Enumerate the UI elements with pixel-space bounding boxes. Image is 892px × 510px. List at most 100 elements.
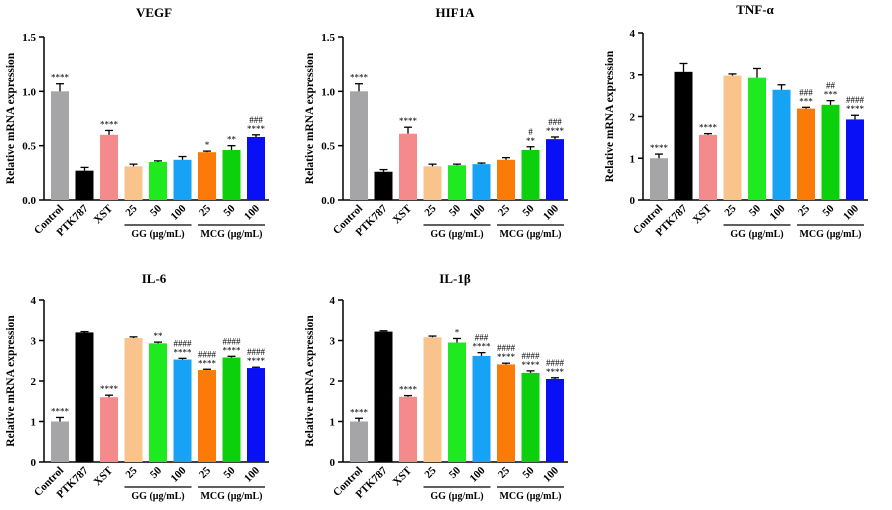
y-tick-label: 3 — [630, 70, 636, 82]
x-tick-label: 25 — [123, 202, 140, 219]
y-tick-label: 1.5 — [321, 32, 335, 44]
y-tick-label: 0.5 — [321, 141, 335, 153]
x-tick-label: XST — [91, 464, 115, 488]
bar-50 — [149, 343, 167, 462]
significance-label: **** — [100, 384, 119, 394]
x-tick-label: 25 — [422, 464, 439, 481]
x-tick-label: XST — [91, 202, 115, 226]
significance-label: ** — [154, 331, 164, 341]
significance-label: ## — [826, 81, 836, 91]
chart-panel-1: VEGF Relative mRNA expression 0.0 0.5 1.0 1.5… — [5, 5, 269, 240]
y-tick-label: 0 — [330, 457, 336, 469]
significance-label: **** — [699, 123, 718, 133]
significance-label: #### — [223, 336, 242, 346]
x-tick-label: 25 — [197, 464, 214, 481]
bar-50 — [222, 357, 241, 462]
bar-100 — [173, 159, 192, 200]
chart-title: TNF-α — [736, 2, 774, 17]
bar-25 — [198, 152, 216, 200]
bar-25 — [423, 166, 442, 200]
y-tick-label: 1 — [330, 417, 336, 429]
significance-label: #### — [174, 338, 193, 348]
chart-title: IL-1β — [439, 271, 471, 286]
y-tick-label: 4 — [31, 295, 37, 307]
bar-control — [51, 421, 69, 462]
bar-ptk787 — [674, 71, 693, 200]
significance-label: ### — [799, 87, 813, 97]
chart-title: HIF1A — [436, 5, 476, 20]
significance-label: #### — [198, 349, 217, 359]
x-tick-label: 100 — [467, 464, 488, 485]
bar-50 — [222, 150, 241, 200]
significance-label: **** — [51, 73, 70, 83]
y-axis-label: Relative mRNA expression — [604, 50, 616, 182]
significance-label: #### — [522, 351, 541, 361]
bar-xst — [699, 134, 717, 200]
x-tick-label: 50 — [447, 202, 464, 219]
significance-label: **** — [399, 116, 418, 126]
significance-label: **** — [497, 352, 516, 362]
bar-100 — [546, 378, 564, 462]
bar-100 — [173, 359, 192, 462]
chart-title: VEGF — [136, 5, 172, 20]
bar-50 — [521, 372, 540, 462]
bar-50 — [149, 161, 167, 200]
bar-25 — [124, 338, 143, 462]
significance-label: * — [455, 327, 460, 337]
bar-50 — [448, 165, 466, 200]
group-label: MCG (μg/mL) — [799, 229, 861, 240]
significance-label: **** — [399, 385, 418, 395]
x-tick-label: XST — [390, 464, 414, 488]
significance-label: ** — [526, 136, 536, 146]
x-tick-label: XST — [390, 202, 414, 226]
bar-25 — [198, 370, 216, 462]
x-tick-label: 100 — [541, 202, 562, 223]
bar-100 — [247, 368, 265, 462]
x-tick-label: 25 — [496, 464, 513, 481]
significance-label: **** — [546, 367, 565, 377]
significance-label: **** — [350, 407, 369, 417]
significance-label: **** — [223, 345, 242, 355]
y-tick-label: 0.5 — [22, 141, 36, 153]
significance-label: * — [205, 140, 210, 150]
significance-label: **** — [247, 124, 266, 134]
x-tick-label: 100 — [242, 202, 263, 223]
x-tick-label: 100 — [541, 464, 562, 485]
chart-panel-2: HIF1A Relative mRNA expression 0.0 0.5 1.0 1.… — [304, 5, 568, 240]
significance-label: ### — [475, 333, 489, 343]
significance-label: **** — [846, 104, 865, 114]
y-tick-label: 4 — [330, 295, 336, 307]
y-tick-label: 2 — [330, 376, 336, 388]
significance-label: #### — [846, 95, 865, 105]
y-axis-label: Relative mRNA expression — [304, 52, 316, 184]
y-tick-label: 2 — [630, 112, 636, 124]
bar-ptk787 — [374, 331, 393, 462]
x-tick-label: 100 — [168, 202, 189, 223]
y-tick-label: 0 — [31, 457, 37, 469]
group-label: GG (μg/mL) — [131, 491, 184, 502]
y-tick-label: 1.0 — [22, 86, 36, 98]
x-tick-label: 50 — [747, 202, 764, 219]
x-tick-label: 25 — [422, 202, 439, 219]
x-tick-label: 100 — [841, 202, 862, 223]
bar-25 — [723, 75, 742, 200]
bar-25 — [124, 166, 143, 200]
bar-xst — [399, 133, 417, 200]
significance-label: **** — [247, 356, 266, 366]
bar-100 — [846, 119, 864, 200]
x-tick-label: 50 — [221, 202, 238, 219]
x-tick-label: 50 — [820, 202, 837, 219]
y-tick-label: 1 — [31, 417, 37, 429]
x-tick-label: 100 — [242, 464, 263, 485]
group-label: GG (μg/mL) — [131, 229, 184, 240]
bar-100 — [772, 89, 791, 200]
group-label: MCG (μg/mL) — [499, 491, 561, 502]
x-tick-label: 50 — [520, 202, 537, 219]
x-tick-label: 50 — [520, 464, 537, 481]
bar-100 — [472, 164, 491, 200]
bar-control — [650, 158, 668, 200]
significance-label: ### — [249, 115, 263, 125]
x-tick-label: 25 — [722, 202, 739, 219]
